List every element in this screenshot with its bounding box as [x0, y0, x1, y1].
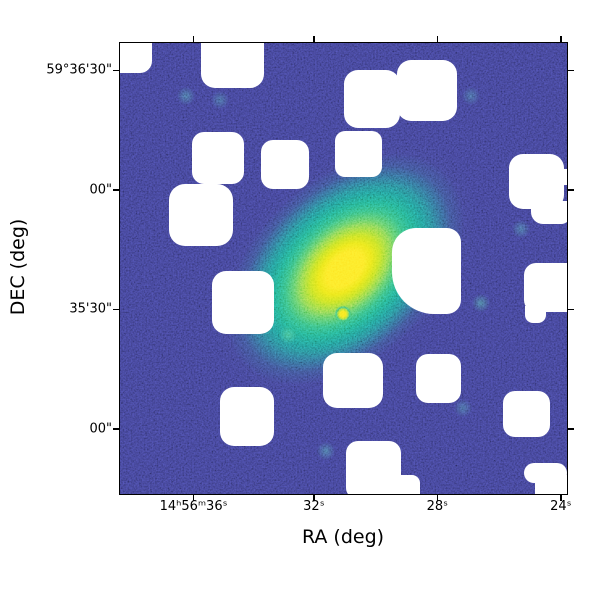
mask-region — [556, 169, 567, 185]
mask-region — [535, 475, 567, 494]
y-axis-label: DEC (deg) — [7, 218, 29, 316]
x-tick-label: 28ˢ — [426, 499, 449, 514]
mask-region — [201, 43, 264, 88]
tick-mark — [436, 36, 439, 42]
x-tick-label: 24ˢ — [550, 499, 572, 514]
tick-mark — [313, 495, 315, 501]
mask-region — [416, 354, 461, 403]
mask-region — [397, 60, 457, 121]
mask-region — [509, 154, 564, 209]
tick-mark — [192, 495, 195, 501]
y-tick-label: 00" — [89, 421, 112, 437]
y-tick-label: 00" — [89, 182, 112, 198]
tick-mark — [192, 36, 195, 42]
mask-region — [335, 131, 382, 177]
mask-region — [120, 43, 152, 73]
tick-mark — [568, 189, 574, 191]
mask-region — [525, 306, 546, 323]
x-tick-label: 32ˢ — [303, 499, 325, 514]
mask-region — [220, 387, 274, 446]
mask-region — [261, 140, 309, 189]
tick-mark — [568, 69, 574, 72]
tick-mark — [560, 495, 562, 501]
tick-mark — [568, 428, 574, 430]
x-axis-label: RA (deg) — [301, 526, 385, 548]
tick-mark — [113, 308, 119, 311]
mask-region — [169, 184, 233, 246]
tick-mark — [313, 36, 315, 42]
tick-mark — [113, 189, 119, 191]
tick-mark — [436, 495, 439, 501]
mask-region — [212, 271, 274, 334]
image-canvas — [119, 42, 568, 495]
mask-region — [524, 263, 567, 312]
tick-mark — [113, 428, 119, 430]
mask-region — [346, 441, 401, 494]
x-tick-label: 14ʰ56ᵐ36ˢ — [159, 499, 228, 514]
mask-region — [399, 475, 420, 494]
masked-regions-layer — [120, 43, 567, 494]
mask-region — [323, 353, 383, 408]
mask-region — [503, 391, 550, 437]
mask-region — [392, 228, 461, 314]
tick-mark — [113, 69, 119, 72]
mask-region — [344, 70, 400, 128]
tick-mark — [560, 36, 562, 42]
mask-region — [192, 132, 244, 184]
y-tick-label: 59°36'30" — [46, 62, 112, 78]
mask-region — [531, 201, 567, 224]
tick-mark — [568, 308, 574, 311]
noise-texture — [120, 43, 567, 494]
y-tick-label: 35'30" — [69, 301, 112, 317]
